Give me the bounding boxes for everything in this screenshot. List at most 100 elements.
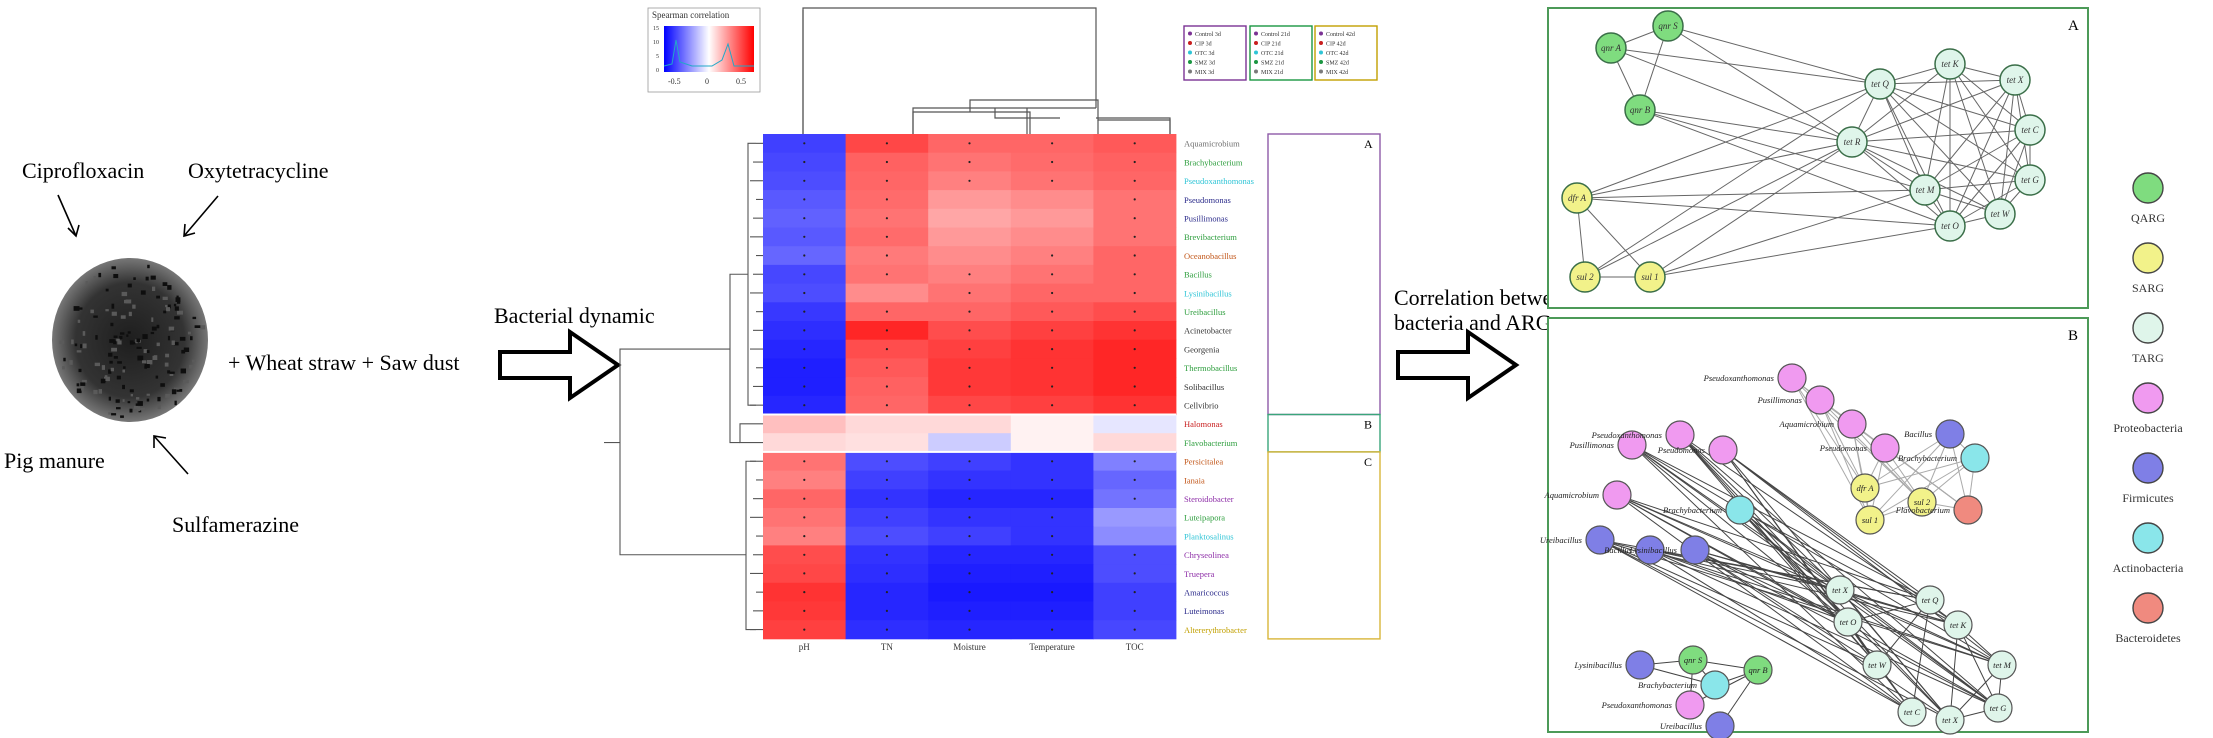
manure-speck xyxy=(174,400,177,406)
manure-speck xyxy=(151,317,154,322)
significance-dot xyxy=(968,142,971,145)
node-label: Pseudoxanthomonas xyxy=(1703,373,1775,383)
manure-speck xyxy=(168,326,175,331)
manure-speck xyxy=(167,370,171,374)
node-circle xyxy=(1705,711,1735,738)
node-circle xyxy=(1617,430,1647,460)
significance-dot xyxy=(803,404,806,407)
network-node: dfr A xyxy=(1561,182,1593,214)
manure-speck xyxy=(115,399,120,403)
manure-speck xyxy=(120,332,125,335)
node-label: tet X xyxy=(1832,585,1849,595)
row-label: Ureibacillus xyxy=(1184,307,1226,317)
network-b-panel: B PseudoxanthomonasPusillimonasAquamicro… xyxy=(1540,317,2089,738)
row-label: Pusillimonas xyxy=(1184,214,1228,224)
network-edge xyxy=(1616,494,1841,591)
manure-speck xyxy=(109,339,115,343)
legend-item: QARG xyxy=(2131,172,2165,225)
manure-speck xyxy=(128,311,132,317)
node-label: tet X xyxy=(2007,75,2024,85)
node-label: Aquamicrobium xyxy=(1779,419,1834,429)
node-circle xyxy=(1678,645,1708,675)
manure-speck xyxy=(147,360,153,365)
manure-speck xyxy=(123,366,126,369)
network-edge xyxy=(1584,141,1853,278)
sample-legend-entry: OTC 3d xyxy=(1195,51,1215,57)
node-circle xyxy=(1855,505,1885,535)
node-label: dfr A xyxy=(1568,193,1587,203)
network-a-panel: A qnr A qnr S qnr B dfr A sul 2 sul 1 tet Q tet… xyxy=(1547,7,2089,309)
manure-speck xyxy=(187,331,191,335)
network-edge xyxy=(1879,83,2001,215)
manure-speck xyxy=(165,353,170,358)
manure-speck xyxy=(81,386,84,391)
manure-speck xyxy=(152,286,156,291)
significance-dot xyxy=(885,478,889,481)
significance-dot xyxy=(803,572,806,575)
correlation-label-line1: Correlation between xyxy=(1394,285,1573,310)
pig-manure-label: Pig manure xyxy=(4,448,105,473)
network-edge xyxy=(1599,539,1913,713)
manure-speck xyxy=(101,365,105,370)
manure-speck xyxy=(137,401,143,406)
significance-dot xyxy=(885,198,889,201)
significance-dot xyxy=(885,553,889,556)
manure-speck xyxy=(176,389,183,392)
significance-dot xyxy=(968,572,971,575)
network-edge xyxy=(1839,589,1999,709)
manure-speck xyxy=(110,367,114,372)
manure-speck xyxy=(100,378,106,384)
node-label: sul 1 xyxy=(1862,515,1878,525)
pig-manure-image xyxy=(52,258,208,422)
network-edge xyxy=(1879,83,1926,191)
network-edge xyxy=(1851,79,2016,143)
node-circle xyxy=(1561,182,1593,214)
network-edge xyxy=(1599,539,1951,721)
heatmap-cell xyxy=(1010,208,1094,228)
manure-speck xyxy=(113,340,117,345)
sample-legend-entry: MIX 42d xyxy=(1326,70,1348,76)
manure-speck xyxy=(124,299,130,304)
legend-swatch xyxy=(2132,242,2164,274)
network-edge xyxy=(1639,109,1853,143)
legend-item: Bacteroidetes xyxy=(2115,592,2181,645)
significance-dot xyxy=(803,235,806,238)
network-edge xyxy=(1639,109,1926,191)
manure-speck xyxy=(174,306,179,311)
manure-speck xyxy=(111,266,116,270)
legend-label: SARG xyxy=(2132,281,2164,295)
ciprofloxacin-label: Ciprofloxacin xyxy=(22,158,144,183)
network-node: tet X xyxy=(1999,64,2031,96)
network-edge xyxy=(1610,47,1853,143)
network-edge xyxy=(1999,79,2016,215)
cluster-group-box xyxy=(1267,451,1381,640)
network-node: Pseudoxanthomonas xyxy=(1601,690,1705,720)
node-label: qnr B xyxy=(1630,105,1651,115)
manure-speck xyxy=(169,371,175,374)
manure-speck xyxy=(162,282,168,286)
manure-speck xyxy=(162,296,168,300)
heatmap-cell xyxy=(845,433,929,453)
manure-speck xyxy=(82,331,86,336)
significance-dot xyxy=(1051,273,1054,276)
node-label: tet Q xyxy=(1922,595,1939,605)
heatmap-cell xyxy=(1093,433,1177,453)
significance-dot xyxy=(1051,329,1054,332)
significance-dot xyxy=(968,535,971,538)
legend-label: TARG xyxy=(2132,351,2164,365)
significance-dot xyxy=(1051,291,1054,295)
sample-legend-dot xyxy=(1254,31,1258,36)
significance-dot xyxy=(803,516,806,519)
node-label: Brachybacterium xyxy=(1663,505,1722,515)
manure-speck xyxy=(108,352,113,357)
row-label: Truepera xyxy=(1184,569,1215,579)
network-edge xyxy=(1694,549,1951,721)
heatmap-cell xyxy=(1010,414,1094,434)
manure-speck xyxy=(90,309,94,314)
sample-legend-box xyxy=(1183,25,1247,81)
significance-dot xyxy=(803,329,806,332)
manure-speck xyxy=(146,393,150,396)
sample-legend-dot xyxy=(1319,60,1323,64)
network-edge xyxy=(1819,399,1866,489)
significance-dot xyxy=(968,329,971,332)
